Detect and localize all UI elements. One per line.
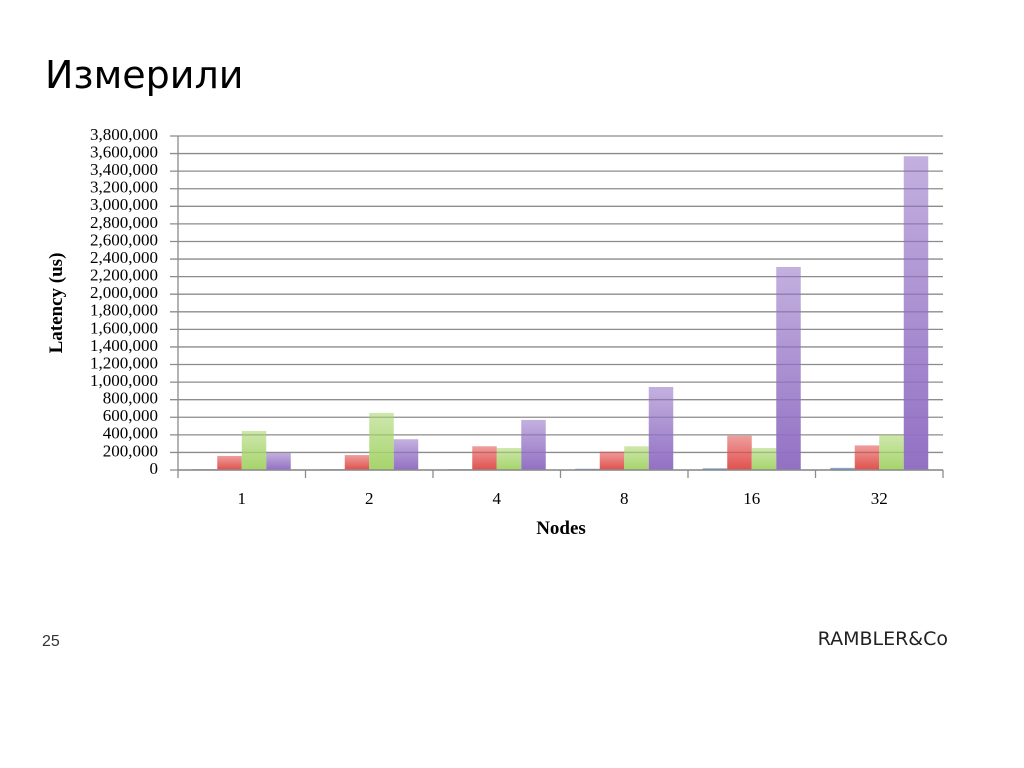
y-tick-label: 3,200,000 — [90, 178, 158, 197]
bar — [369, 412, 394, 470]
y-tick-label: 2,600,000 — [90, 230, 158, 249]
y-tick-label: 1,400,000 — [90, 336, 158, 355]
x-tick-label: 16 — [743, 489, 760, 508]
bar — [854, 445, 880, 470]
y-tick-label: 600,000 — [103, 406, 158, 425]
x-tick-label: 4 — [493, 489, 502, 508]
y-tick-label: 800,000 — [103, 389, 158, 408]
y-tick-label: 2,000,000 — [90, 283, 158, 302]
x-tick-label: 32 — [871, 489, 888, 508]
bar — [702, 468, 728, 470]
bar — [393, 439, 419, 470]
y-tick-label: 2,800,000 — [90, 213, 158, 232]
y-tick-label: 3,000,000 — [90, 195, 158, 214]
x-tick-label: 8 — [620, 489, 629, 508]
y-tick-label: 1,600,000 — [90, 318, 158, 337]
bar — [903, 156, 929, 470]
bar — [472, 446, 497, 470]
bar — [727, 435, 752, 470]
bar — [624, 446, 649, 470]
bar — [648, 386, 674, 470]
x-axis-label: Nodes — [536, 518, 586, 539]
bar — [521, 419, 546, 470]
y-tick-label: 200,000 — [103, 441, 158, 460]
x-tick-label: 1 — [238, 489, 247, 508]
y-tick-label: 2,400,000 — [90, 248, 158, 267]
slide-title: Измерили — [45, 53, 243, 97]
logo: RAMBLER&Co — [818, 628, 948, 650]
bar — [830, 467, 855, 470]
bar — [496, 448, 522, 470]
y-tick-label: 1,200,000 — [90, 353, 158, 372]
bar — [776, 266, 801, 470]
y-axis-label: Latency (us) — [46, 253, 67, 354]
y-tick-label: 1,000,000 — [90, 371, 158, 390]
bar — [217, 455, 242, 470]
bar — [751, 448, 777, 470]
page-number: 25 — [42, 633, 60, 650]
y-tick-label: 3,400,000 — [90, 160, 158, 179]
bar — [879, 434, 904, 470]
y-tick-label: 400,000 — [103, 424, 158, 443]
y-tick-label: 3,800,000 — [90, 125, 158, 144]
y-tick-label: 0 — [150, 459, 159, 478]
y-tick-label: 2,200,000 — [90, 266, 158, 285]
bar — [344, 455, 370, 470]
bar — [599, 451, 625, 470]
y-tick-label: 1,800,000 — [90, 301, 158, 320]
bar — [266, 452, 291, 470]
bar — [241, 430, 267, 470]
x-tick-label: 2 — [365, 489, 374, 508]
y-tick-label: 3,600,000 — [90, 142, 158, 161]
